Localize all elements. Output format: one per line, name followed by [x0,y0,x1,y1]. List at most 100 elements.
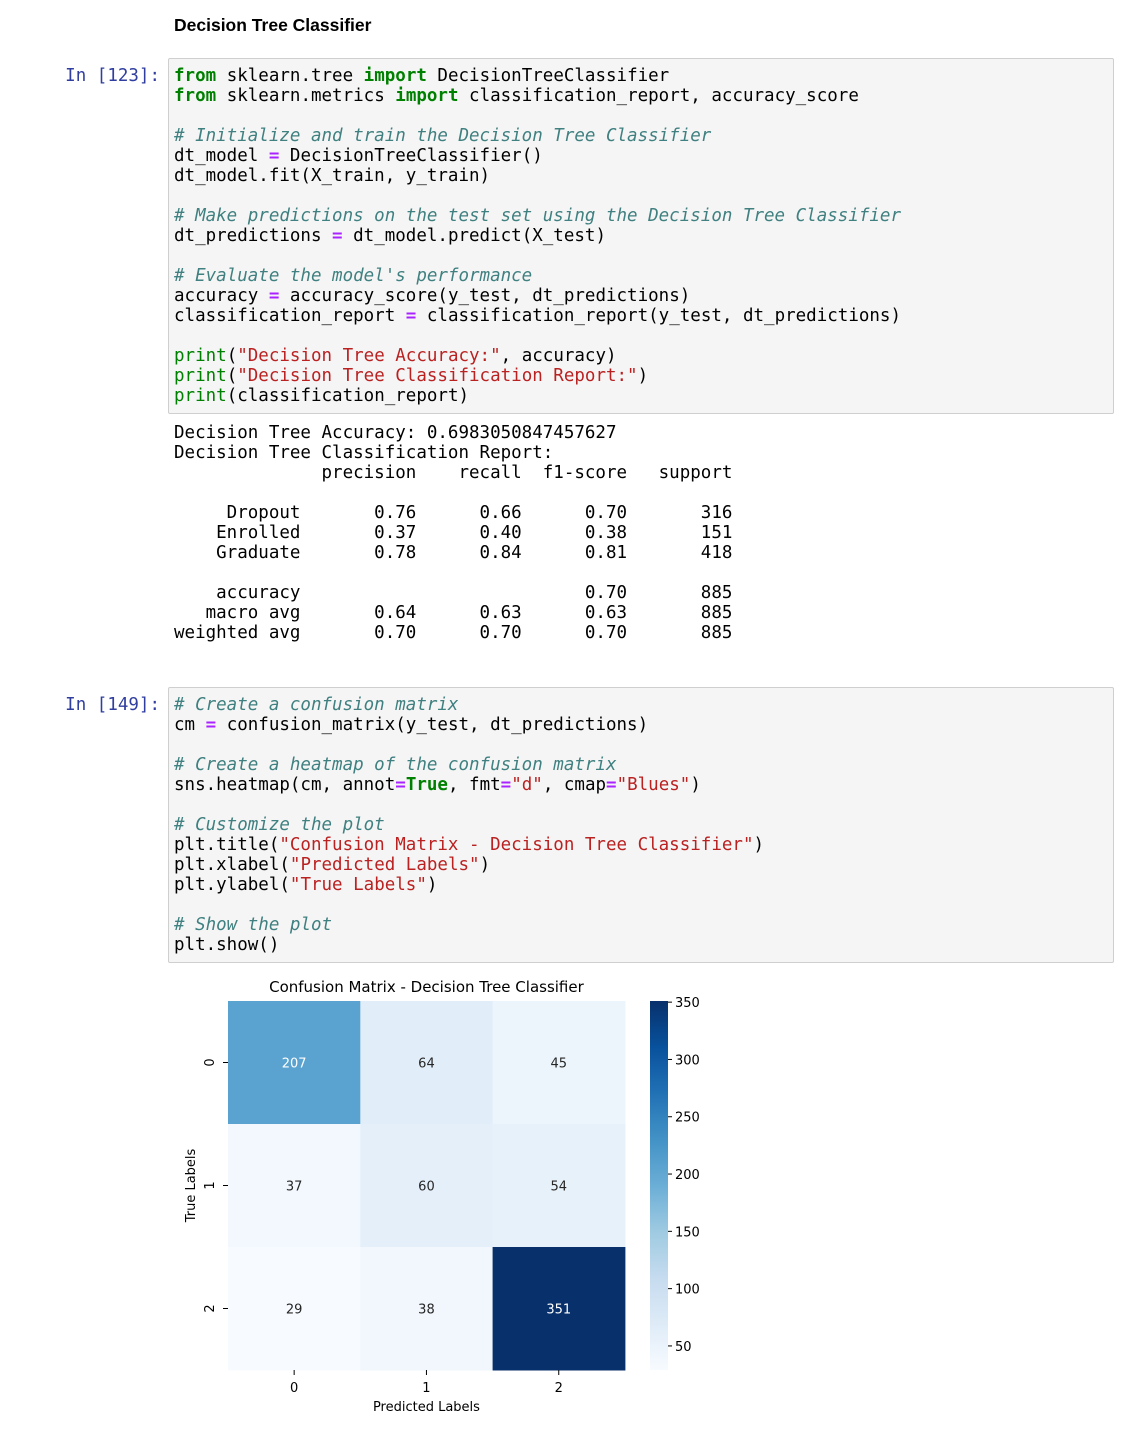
code-token: DecisionTreeClassifier() [279,146,543,166]
cell-annotation: 207 [282,1057,307,1072]
cell-annotation: 64 [418,1057,435,1072]
output-line [174,483,732,503]
output-line: Dropout 0.76 0.66 0.70 316 [174,503,733,523]
cell-annotation: 38 [418,1303,435,1318]
code-token: (classification_report) [226,386,470,406]
heatmap-cell [360,1247,494,1371]
y-tick-label: 2 [203,1304,218,1312]
code-cell[interactable]: from sklearn.tree import DecisionTreeCla… [168,58,1114,414]
code-token: # Initialize and train the Decision Tree… [174,126,712,146]
code-token: # Create a heatmap of the confusion matr… [174,755,617,775]
code-line: accuracy = accuracy_score(y_test, dt_pre… [174,286,1108,306]
code-token: plt.xlabel( [174,855,290,875]
code-token: print [174,366,227,386]
code-token: print [174,346,227,366]
colorbar-tick-label: 250 [675,1111,700,1126]
code-token: "Blues" [616,775,691,795]
code-token: dt_model.fit(X_train, y_train) [174,166,491,186]
code-token: = [268,146,280,166]
cell-annotation: 29 [286,1303,303,1318]
code-token: # Evaluate the model's performance [174,266,533,286]
code-line: # Evaluate the model's performance [174,266,1108,286]
code-line [174,186,1108,206]
code-line [174,326,1108,346]
cell-prompt: In [149]: [65,695,160,715]
code-line: classification_report = classification_r… [174,306,1108,326]
code-line: plt.show() [174,935,1108,955]
code-token: ) [479,855,491,875]
code-line: # Create a heatmap of the confusion matr… [174,755,1108,775]
code-token: "Confusion Matrix - Decision Tree Classi… [279,835,754,855]
code-token: # Show the plot [174,915,333,935]
code-token: import [363,66,427,86]
code-token: , cmap [542,775,607,795]
code-token: ( [226,366,238,386]
code-line: cm = confusion_matrix(y_test, dt_predict… [174,715,1108,735]
code-token: sklearn.metrics [216,86,396,106]
code-token: ) [690,775,701,795]
code-token: True [405,775,448,795]
code-line: dt_model = DecisionTreeClassifier() [174,146,1108,166]
output-line: accuracy 0.70 885 [174,583,733,603]
code-token: sns.heatmap(cm, annot [174,775,396,795]
code-line: print("Decision Tree Accuracy:", accurac… [174,346,1108,366]
code-line: print(classification_report) [174,386,1108,406]
code-token: classification_report [174,306,406,326]
code-token: "d" [511,775,543,795]
code-token: confusion_matrix(y_test, dt_predictions) [216,715,649,735]
code-editor[interactable]: # Create a confusion matrix cm = confusio… [169,688,1113,962]
code-line: # Create a confusion matrix [174,695,1108,715]
y-axis-label: True Labels [184,1148,199,1223]
cell-annotation: 45 [550,1057,567,1072]
code-token: DecisionTreeClassifier [426,66,670,86]
cell-output: Decision Tree Accuracy: 0.69830508474576… [174,423,732,643]
x-axis-label: Predicted Labels [373,1400,480,1415]
chart-title: Confusion Matrix - Decision Tree Classif… [269,978,585,996]
code-cell[interactable]: # Create a confusion matrix cm = confusio… [168,687,1114,963]
code-token: "True Labels" [289,875,427,895]
code-line: from sklearn.metrics import classificati… [174,86,1108,106]
code-token: sklearn.tree [216,66,364,86]
code-line: # Make predictions on the test set using… [174,206,1108,226]
code-token: classification_report(y_test, dt_predict… [416,306,901,326]
code-token: plt.ylabel( [174,875,290,895]
code-token: from [174,86,217,106]
y-tick-label: 1 [203,1181,218,1189]
colorbar-tick-label: 200 [675,1168,700,1183]
cell-annotation: 37 [286,1180,303,1195]
heatmap-cell [492,1124,626,1248]
code-token: , fmt [447,775,501,795]
heatmap-cell [228,1124,361,1248]
code-token: ) [637,366,649,386]
code-token: = [500,775,512,795]
x-tick-label: 2 [555,1381,563,1396]
code-token: from [174,66,217,86]
x-tick-label: 0 [290,1381,298,1396]
y-tick-label: 0 [203,1058,218,1066]
code-line [174,795,1108,815]
output-line: precision recall f1-score support [174,463,733,483]
code-token: , accuracy) [500,346,617,366]
code-token: "Decision Tree Accuracy:" [237,346,501,366]
code-token: cm [174,715,206,735]
code-token: = [205,715,217,735]
heatmap-cell [228,1001,361,1125]
cell-annotation: 54 [550,1180,567,1195]
code-token: accuracy_score(y_test, dt_predictions) [279,286,691,306]
code-editor[interactable]: from sklearn.tree import DecisionTreeCla… [169,59,1113,413]
heatmap-cell [360,1124,494,1248]
output-line: Decision Tree Accuracy: 0.69830508474576… [174,423,617,443]
heatmap-cell [492,1001,626,1125]
code-line [174,735,1108,755]
cell-annotation: 351 [546,1303,571,1318]
code-token: import [395,86,459,106]
code-line: # Customize the plot [174,815,1108,835]
code-line [174,895,1108,915]
code-token: dt_model [174,146,269,166]
code-token: plt.title( [174,835,280,855]
cell-prompt: In [123]: [65,66,160,86]
code-token: = [395,775,406,795]
colorbar-tick-label: 350 [675,996,700,1011]
code-token: dt_model.predict(X_test) [342,226,606,246]
output-line [174,563,732,583]
